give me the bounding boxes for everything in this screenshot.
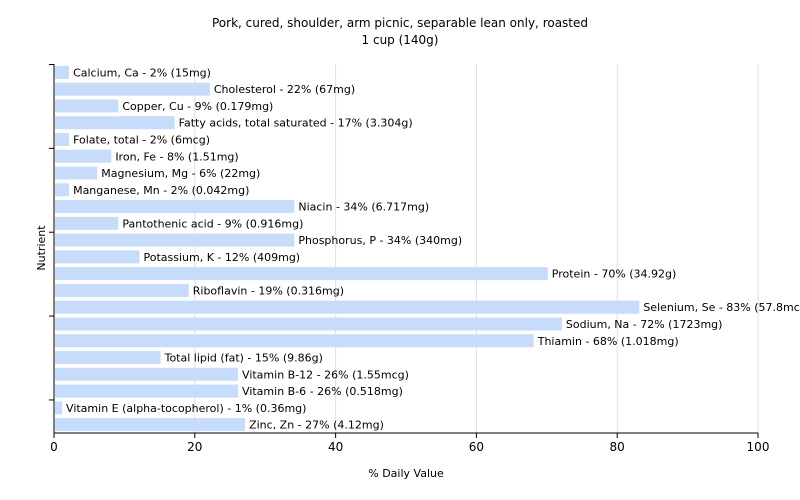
bar	[55, 149, 112, 163]
bar-label: Copper, Cu - 9% (0.179mg)	[122, 100, 273, 113]
x-tick-label: 60	[469, 440, 484, 454]
bar	[55, 300, 640, 314]
bar	[55, 250, 140, 264]
bar	[55, 283, 189, 297]
bar-label: Vitamin B-6 - 26% (0.518mg)	[242, 385, 403, 398]
bar	[55, 334, 534, 348]
bar	[55, 367, 239, 381]
bar-label: Niacin - 34% (6.717mg)	[298, 201, 429, 214]
bars: Calcium, Ca - 2% (15mg)Cholesterol - 22%…	[55, 65, 800, 432]
bar-label: Sodium, Na - 72% (1723mg)	[566, 318, 723, 331]
bar	[55, 317, 562, 331]
bar-label: Thiamin - 68% (1.018mg)	[537, 335, 679, 348]
chart-subtitle: 1 cup (140g)	[362, 33, 439, 47]
bar-label: Total lipid (fat) - 15% (9.86g)	[164, 352, 323, 365]
bar-label: Iron, Fe - 8% (1.51mg)	[115, 150, 238, 163]
bar	[55, 267, 548, 281]
bar-label: Pantothenic acid - 9% (0.916mg)	[122, 217, 303, 230]
bar-label: Cholesterol - 22% (67mg)	[214, 83, 355, 96]
x-tick-label: 0	[50, 440, 58, 454]
bar-label: Vitamin B-12 - 26% (1.55mcg)	[242, 368, 409, 381]
bar-label: Selenium, Se - 83% (57.8mcg)	[643, 301, 800, 314]
y-axis-label: Nutrient	[35, 225, 48, 271]
bar-label: Zinc, Zn - 27% (4.12mg)	[249, 419, 384, 432]
bar	[55, 166, 98, 180]
bar	[55, 418, 246, 432]
bar	[55, 99, 119, 113]
bar-label: Phosphorus, P - 34% (340mg)	[298, 234, 462, 247]
chart-title: Pork, cured, shoulder, arm picnic, separ…	[212, 16, 588, 30]
bar-label: Riboflavin - 19% (0.316mg)	[193, 284, 344, 297]
bar-label: Calcium, Ca - 2% (15mg)	[73, 66, 211, 79]
bar	[55, 233, 295, 247]
bar-label: Manganese, Mn - 2% (0.042mg)	[73, 184, 249, 197]
bar	[55, 216, 119, 230]
x-axis-label: % Daily Value	[368, 467, 444, 480]
bar	[55, 200, 295, 214]
bar-label: Potassium, K - 12% (409mg)	[143, 251, 300, 264]
x-tick-label: 20	[187, 440, 202, 454]
bar	[55, 65, 70, 79]
bar	[55, 384, 239, 398]
bar-label: Protein - 70% (34.92g)	[552, 268, 677, 281]
bar-label: Magnesium, Mg - 6% (22mg)	[101, 167, 260, 180]
bar-label: Folate, total - 2% (6mcg)	[73, 133, 210, 146]
bar	[55, 351, 161, 365]
x-tick-label: 80	[610, 440, 625, 454]
axes: 0 20 40 60 80 100	[49, 64, 769, 454]
bar	[55, 132, 70, 146]
bar	[55, 82, 210, 96]
bar-label: Fatty acids, total saturated - 17% (3.30…	[179, 117, 413, 130]
bar	[55, 401, 63, 415]
bar	[55, 116, 175, 130]
x-tick-label: 100	[747, 440, 770, 454]
bar	[55, 183, 70, 197]
x-tick-label: 40	[328, 440, 343, 454]
bar-label: Vitamin E (alpha-tocopherol) - 1% (0.36m…	[66, 402, 306, 415]
